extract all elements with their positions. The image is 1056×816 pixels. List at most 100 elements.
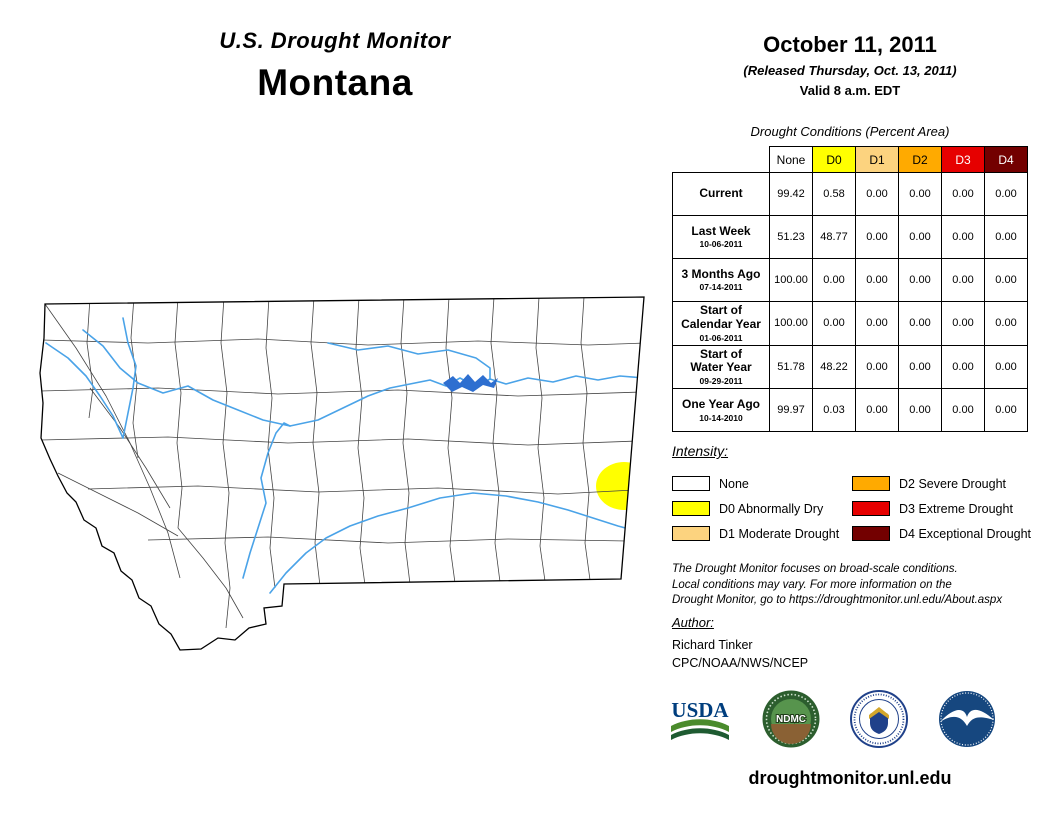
value-cell: 0.58	[812, 172, 856, 216]
value-cell: 0.00	[941, 258, 985, 302]
value-cell: 0.00	[855, 301, 899, 346]
ndmc-logo: NDMC	[762, 690, 820, 748]
column-header-d3: D3	[941, 146, 985, 173]
value-cell: 0.00	[984, 215, 1028, 259]
value-cell: 0.00	[812, 301, 856, 346]
flathead-river	[122, 317, 137, 439]
value-cell: 0.00	[984, 301, 1028, 346]
value-cell: 0.00	[941, 344, 985, 390]
value-cell: 0.00	[984, 388, 1028, 433]
value-cell: 0.00	[941, 172, 985, 216]
disclaimer-line: The Drought Monitor focuses on broad-sca…	[672, 563, 958, 575]
rivers	[45, 317, 644, 594]
ndmc-logo-text: NDMC	[776, 714, 806, 725]
legend-title: Intensity:	[672, 443, 729, 459]
row-label: Current	[672, 172, 770, 216]
legend-label: None	[719, 476, 749, 491]
table-row: Current 99.42 0.58 0.00 0.00 0.00 0.00	[672, 172, 1028, 216]
value-cell: 0.00	[984, 172, 1028, 216]
disclaimer-line: Local conditions may vary. For more info…	[672, 578, 952, 591]
legend-item: D0 Abnormally Dry	[672, 496, 852, 521]
value-cell: 0.00	[941, 301, 985, 346]
value-cell: 0.00	[898, 258, 942, 302]
state-name: Montana	[257, 62, 413, 103]
legend-item: D4 Exceptional Drought	[852, 521, 1042, 546]
commerce-seal-logo	[850, 690, 908, 748]
valid-time: Valid 8 a.m. EDT	[799, 83, 901, 98]
row-label: One Year Ago 10-14-2010	[672, 388, 770, 433]
value-cell: 99.42	[769, 172, 813, 216]
yellowstone-river	[269, 492, 641, 594]
value-cell: 0.00	[812, 258, 856, 302]
table-row: 3 Months Ago 07-14-2011 100.00 0.00 0.00 0.00…	[672, 258, 1028, 302]
state-outline	[39, 296, 645, 651]
agency-logos: USDA NDMC	[668, 690, 996, 748]
intensity-legend: Intensity: None D0 Abnormally Dry D1 Moder…	[672, 443, 1042, 546]
value-cell: 51.23	[769, 215, 813, 259]
report-title: U.S. Drought Monitor	[219, 28, 451, 53]
drought-conditions-table: None D0 D1 D2 D3 D4 Current 99.42 0.58 0.00 0.00 0…	[672, 146, 1028, 433]
legend-item: D1 Moderate Drought	[672, 521, 852, 546]
row-label: Last Week 10-06-2011	[672, 215, 770, 259]
legend-swatch	[852, 476, 890, 491]
legend-swatch	[852, 501, 890, 516]
d0-drought-area	[596, 462, 644, 510]
disclaimer-line: Drought Monitor, go to https://droughtmo…	[672, 594, 1003, 607]
row-label: Start of Calendar Year 01-06-2011	[672, 301, 770, 346]
report-date: October 11, 2011	[763, 32, 937, 57]
disclaimer-text: The Drought Monitor focuses on broad-sca…	[672, 562, 1002, 609]
legend-label: D4 Exceptional Drought	[899, 526, 1032, 541]
value-cell: 0.00	[898, 215, 942, 259]
row-label: 3 Months Ago 07-14-2011	[672, 258, 770, 302]
usda-logo-text: USDA	[671, 698, 729, 722]
table-row: Last Week 10-06-2011 51.23 48.77 0.00 0.00 0.0…	[672, 215, 1028, 259]
value-cell: 0.00	[898, 301, 942, 346]
value-cell: 0.00	[855, 388, 899, 433]
legend-label: D2 Severe Drought	[899, 476, 1007, 491]
value-cell: 0.00	[855, 172, 899, 216]
date-block: October 11, 2011 (Released Thursday, Oct…	[672, 32, 1028, 98]
row-label: Start of Water Year 09-29-2011	[672, 344, 770, 390]
author-org: CPC/NOAA/NWS/NCEP	[672, 656, 809, 670]
author-heading: Author:	[672, 615, 714, 630]
value-cell: 48.22	[812, 344, 856, 390]
table-row: Start of Water Year 09-29-2011 51.78 48.22 0…	[672, 344, 1028, 390]
column-header-none: None	[769, 146, 813, 173]
value-cell: 0.00	[855, 258, 899, 302]
missouri-river	[82, 329, 644, 427]
legend-grid: None D0 Abnormally Dry D1 Moderate Drought…	[672, 471, 1042, 546]
value-cell: 0.00	[898, 172, 942, 216]
column-header-d1: D1	[855, 146, 899, 173]
value-cell: 0.00	[855, 344, 899, 390]
author-block: Author: Richard Tinker CPC/NOAA/NWS/NCEP	[672, 615, 808, 670]
value-cell: 99.97	[769, 388, 813, 433]
legend-label: D0 Abnormally Dry	[719, 501, 824, 516]
table-row: Start of Calendar Year 01-06-2011 100.00 0.…	[672, 301, 1028, 346]
montana-map	[39, 296, 645, 651]
column-header-d0: D0	[812, 146, 856, 173]
footer-url: droughtmonitor.unl.edu	[748, 768, 952, 788]
table-title: Drought Conditions (Percent Area)	[750, 124, 950, 139]
legend-item: None	[672, 471, 852, 496]
value-cell: 0.00	[941, 388, 985, 433]
clark-fork-river	[45, 342, 124, 439]
legend-label: D1 Moderate Drought	[719, 526, 840, 541]
table-header-row: None D0 D1 D2 D3 D4	[672, 146, 1028, 173]
value-cell: 48.77	[812, 215, 856, 259]
value-cell: 0.03	[812, 388, 856, 433]
value-cell: 0.00	[855, 215, 899, 259]
author-name: Richard Tinker	[672, 638, 753, 652]
value-cell: 100.00	[769, 258, 813, 302]
legend-item: D3 Extreme Drought	[852, 496, 1042, 521]
legend-swatch	[672, 501, 710, 516]
value-cell: 0.00	[898, 388, 942, 433]
legend-swatch	[672, 526, 710, 541]
value-cell: 100.00	[769, 301, 813, 346]
usda-logo: USDA	[671, 698, 729, 740]
column-header-d4: D4	[984, 146, 1028, 173]
legend-swatch	[672, 476, 710, 491]
column-header-d2: D2	[898, 146, 942, 173]
legend-item: D2 Severe Drought	[852, 471, 1042, 496]
noaa-logo	[939, 691, 995, 747]
